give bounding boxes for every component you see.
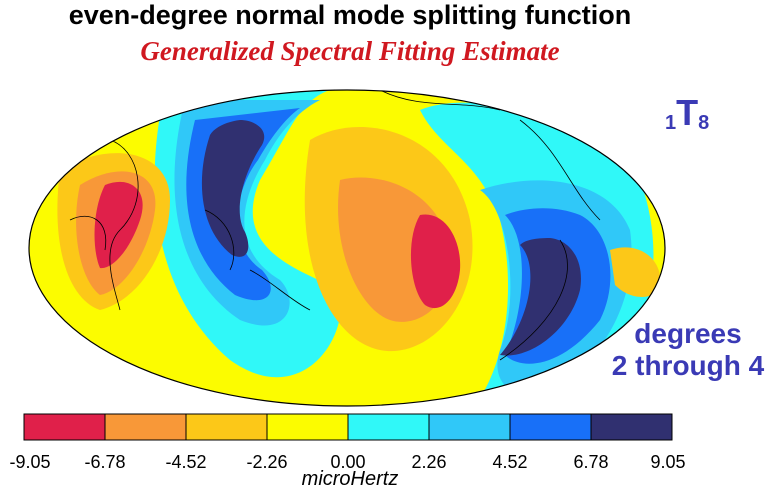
colorbar-segment — [266, 413, 349, 441]
map-title: even-degree normal mode splitting functi… — [68, 0, 632, 30]
colorbar-segment — [347, 413, 430, 441]
mode-overtone: 1 — [665, 112, 677, 134]
colorbar-segment — [509, 413, 592, 441]
colorbar-segment — [185, 413, 268, 441]
colorbar-tick-label: -6.78 — [84, 452, 126, 472]
colorbar-tick-label: 4.52 — [492, 452, 528, 472]
colorbar-unit: microHertz — [301, 468, 399, 490]
colorbar-tick-label: -2.26 — [246, 452, 288, 472]
mode-letter: T — [676, 92, 699, 133]
colorbar-tick-label: 0.00 — [330, 452, 366, 472]
colorbar-tick-label: -9.05 — [9, 452, 51, 472]
mode-label: 1T8 — [665, 92, 709, 135]
colorbar — [23, 413, 673, 441]
colorbar-segment — [104, 413, 187, 441]
map-field — [29, 90, 665, 406]
colorbar-segment — [590, 413, 673, 441]
degrees-line2: 2 through 4 — [611, 350, 765, 381]
map-subtitle: Generalized Spectral Fitting Estimate — [140, 36, 560, 66]
mode-degree: 8 — [698, 112, 710, 134]
colorbar-tick-label: -4.52 — [165, 452, 207, 472]
colorbar-segment — [428, 413, 511, 441]
colorbar-segment — [23, 413, 106, 441]
colorbar-tick-label: 6.78 — [573, 452, 609, 472]
degrees-line1: degrees — [634, 318, 742, 349]
colorbar-tick-label: 2.26 — [411, 452, 447, 472]
degrees-label: degrees 2 through 4 — [598, 318, 778, 382]
colorbar-tick-label: 9.05 — [650, 452, 686, 472]
